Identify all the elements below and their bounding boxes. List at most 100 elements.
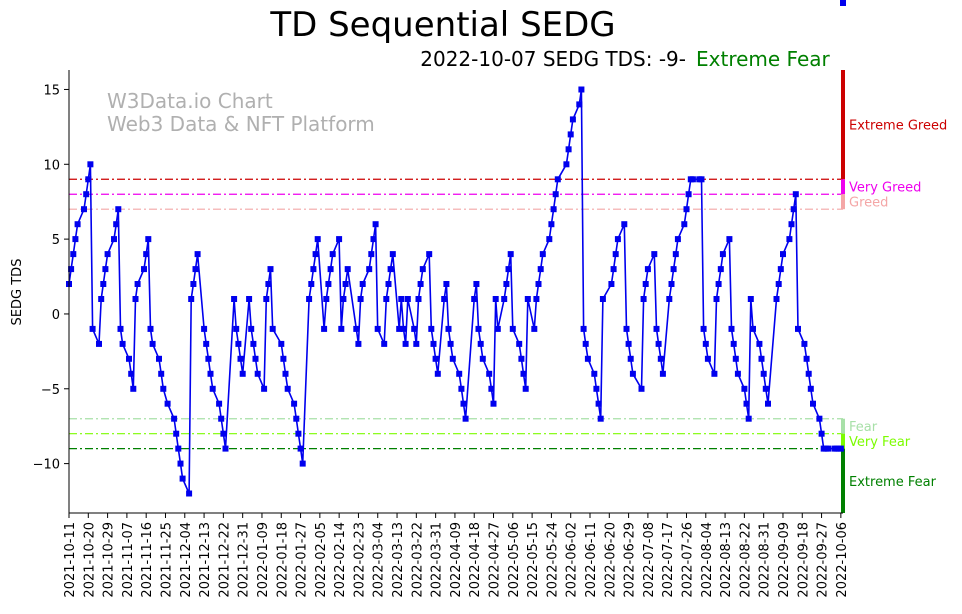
data-point <box>670 266 677 273</box>
data-point <box>816 415 823 422</box>
x-tick-label: 2021-10-11 <box>63 522 78 598</box>
data-point <box>683 206 690 213</box>
data-point <box>818 430 825 437</box>
data-point <box>522 385 529 392</box>
x-tick-label: 2022-02-05 <box>314 522 329 598</box>
data-point <box>291 400 298 407</box>
data-point <box>179 475 186 482</box>
data-point <box>638 385 645 392</box>
data-point <box>269 325 276 332</box>
data-point <box>612 251 619 258</box>
x-tick-label: 2022-09-27 <box>816 522 831 598</box>
data-point <box>786 236 793 243</box>
data-point <box>726 236 733 243</box>
chart-subtitle: 2022-10-07 SEDG TDS: -9- <box>420 47 686 71</box>
data-point <box>447 340 454 347</box>
data-point <box>533 296 540 302</box>
data-point <box>623 325 630 332</box>
data-point <box>653 325 660 332</box>
data-point <box>449 355 456 362</box>
x-tick-label: 2021-11-25 <box>159 522 174 598</box>
data-point <box>730 340 737 347</box>
data-point <box>595 400 602 407</box>
data-point <box>280 355 287 362</box>
data-point <box>430 340 437 347</box>
data-point <box>640 296 647 302</box>
x-tick-label: 2022-06-29 <box>623 522 638 598</box>
data-point <box>173 430 180 437</box>
data-point <box>704 355 711 362</box>
watermark-line-2: Web3 Data & NFT Platform <box>107 112 375 136</box>
x-tick-label: 2022-05-06 <box>507 522 522 598</box>
data-point <box>456 370 463 377</box>
data-point <box>428 325 435 332</box>
data-point <box>201 325 208 332</box>
data-point <box>85 176 92 183</box>
data-point <box>655 340 662 347</box>
data-point <box>711 370 718 377</box>
data-point <box>190 281 197 287</box>
data-point <box>788 221 795 228</box>
data-point <box>389 251 396 258</box>
y-tick-label: 15 <box>43 83 60 98</box>
data-point <box>565 146 572 153</box>
data-point <box>597 415 604 422</box>
data-point <box>593 385 600 392</box>
data-point <box>610 266 617 273</box>
data-point <box>246 296 253 302</box>
data-point <box>840 0 846 6</box>
data-point <box>282 370 289 377</box>
x-tick-label: 2021-12-04 <box>179 522 194 598</box>
data-point <box>745 415 752 422</box>
data-point <box>222 445 229 452</box>
data-point <box>728 325 735 332</box>
x-tick-label: 2022-09-18 <box>796 522 811 598</box>
data-point <box>372 221 379 228</box>
x-tick-label: 2022-03-04 <box>372 522 387 598</box>
x-tick-label: 2022-03-13 <box>391 522 406 598</box>
data-point <box>203 340 210 347</box>
data-point <box>460 400 467 407</box>
zone-label-4: Very Fear <box>849 435 911 450</box>
data-point <box>248 325 255 332</box>
data-point <box>415 296 422 302</box>
x-tick-label: 2022-06-20 <box>603 522 618 598</box>
data-point <box>141 266 147 273</box>
data-point <box>743 400 750 407</box>
data-point <box>516 340 523 347</box>
data-point <box>192 266 199 273</box>
x-tick-label: 2022-01-27 <box>295 522 310 598</box>
data-point <box>325 281 332 287</box>
data-point <box>509 325 516 332</box>
data-point <box>327 266 334 273</box>
data-point <box>443 281 450 287</box>
x-tick-label: 2022-06-11 <box>584 522 599 598</box>
data-point <box>563 161 570 168</box>
x-tick-label: 2022-08-13 <box>719 522 734 598</box>
series-line <box>68 89 841 494</box>
x-tick-label: 2022-08-04 <box>700 522 715 598</box>
data-point <box>810 400 816 407</box>
data-point <box>368 251 375 258</box>
data-point <box>507 251 514 258</box>
data-point <box>426 251 433 258</box>
data-point <box>492 296 499 302</box>
data-point <box>419 266 426 273</box>
data-point <box>627 355 634 362</box>
data-point <box>404 296 411 302</box>
data-point <box>177 460 184 467</box>
data-point <box>417 281 424 287</box>
x-tick-label: 2022-10-06 <box>835 522 850 598</box>
data-point <box>520 370 527 377</box>
x-tick-label: 2021-12-22 <box>217 522 232 598</box>
data-point <box>329 251 336 258</box>
data-point <box>642 281 649 287</box>
data-point <box>554 176 561 183</box>
data-point <box>803 355 810 362</box>
data-point <box>537 266 544 273</box>
data-point <box>145 236 152 243</box>
data-point <box>336 236 343 243</box>
x-tick-label: 2021-10-20 <box>82 522 97 598</box>
